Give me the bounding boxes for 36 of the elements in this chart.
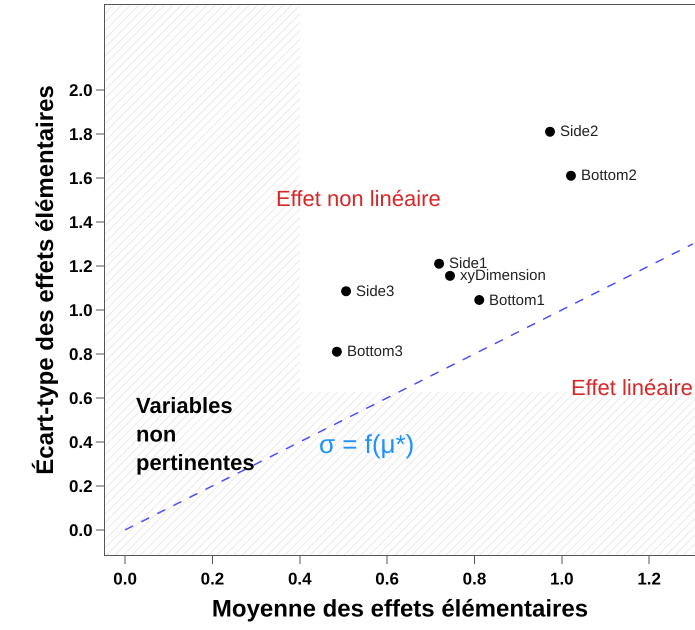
x-axis-title: Moyenne des effets élémentaires <box>212 596 588 623</box>
y-tick-label: 0.6 <box>68 388 93 408</box>
series-label: σ = f(μ*) <box>319 429 414 459</box>
band-label: Effet linéaire <box>571 375 693 400</box>
x-tick-label: 0.6 <box>375 569 399 588</box>
point <box>434 258 444 269</box>
y-tick-label: 2.0 <box>68 80 93 100</box>
y-tick-label: 1.8 <box>68 124 93 144</box>
y-tick-label: 0.8 <box>68 344 93 364</box>
x-tick-label: 0.8 <box>462 569 486 588</box>
point <box>474 295 484 306</box>
y-axis-title: Écart-type des effets élémentaires <box>31 85 60 475</box>
x-tick-label: 0.4 <box>288 569 312 588</box>
point <box>332 346 342 357</box>
annotation: Side2 <box>560 123 598 140</box>
y-tick-label: 1.6 <box>68 168 93 188</box>
y-tick-label: 1.2 <box>68 256 93 276</box>
annotation: Effet non linéaire <box>276 186 441 211</box>
y-tick-label: 0.2 <box>68 476 93 496</box>
point <box>545 126 556 137</box>
point <box>445 270 455 281</box>
annotation: Bottom2 <box>581 167 637 184</box>
x-tick-label: 0.0 <box>113 569 137 588</box>
annotation: Bottom3 <box>347 343 403 360</box>
x-tick-label: 1.0 <box>550 569 574 588</box>
point <box>566 170 576 181</box>
y-tick-label: 1.4 <box>68 212 94 232</box>
point <box>341 286 352 296</box>
y-tick-label: 0.4 <box>68 432 94 452</box>
annotation: Side3 <box>356 283 394 300</box>
band-label: Variables non pertinentes <box>136 393 255 476</box>
x-tick-label: 1.2 <box>637 569 661 588</box>
x-tick-label: 0.2 <box>200 569 224 588</box>
y-tick-label: 0.0 <box>68 520 93 540</box>
y-tick-label: 1.0 <box>68 300 93 320</box>
annotation: Bottom1 <box>489 292 545 309</box>
